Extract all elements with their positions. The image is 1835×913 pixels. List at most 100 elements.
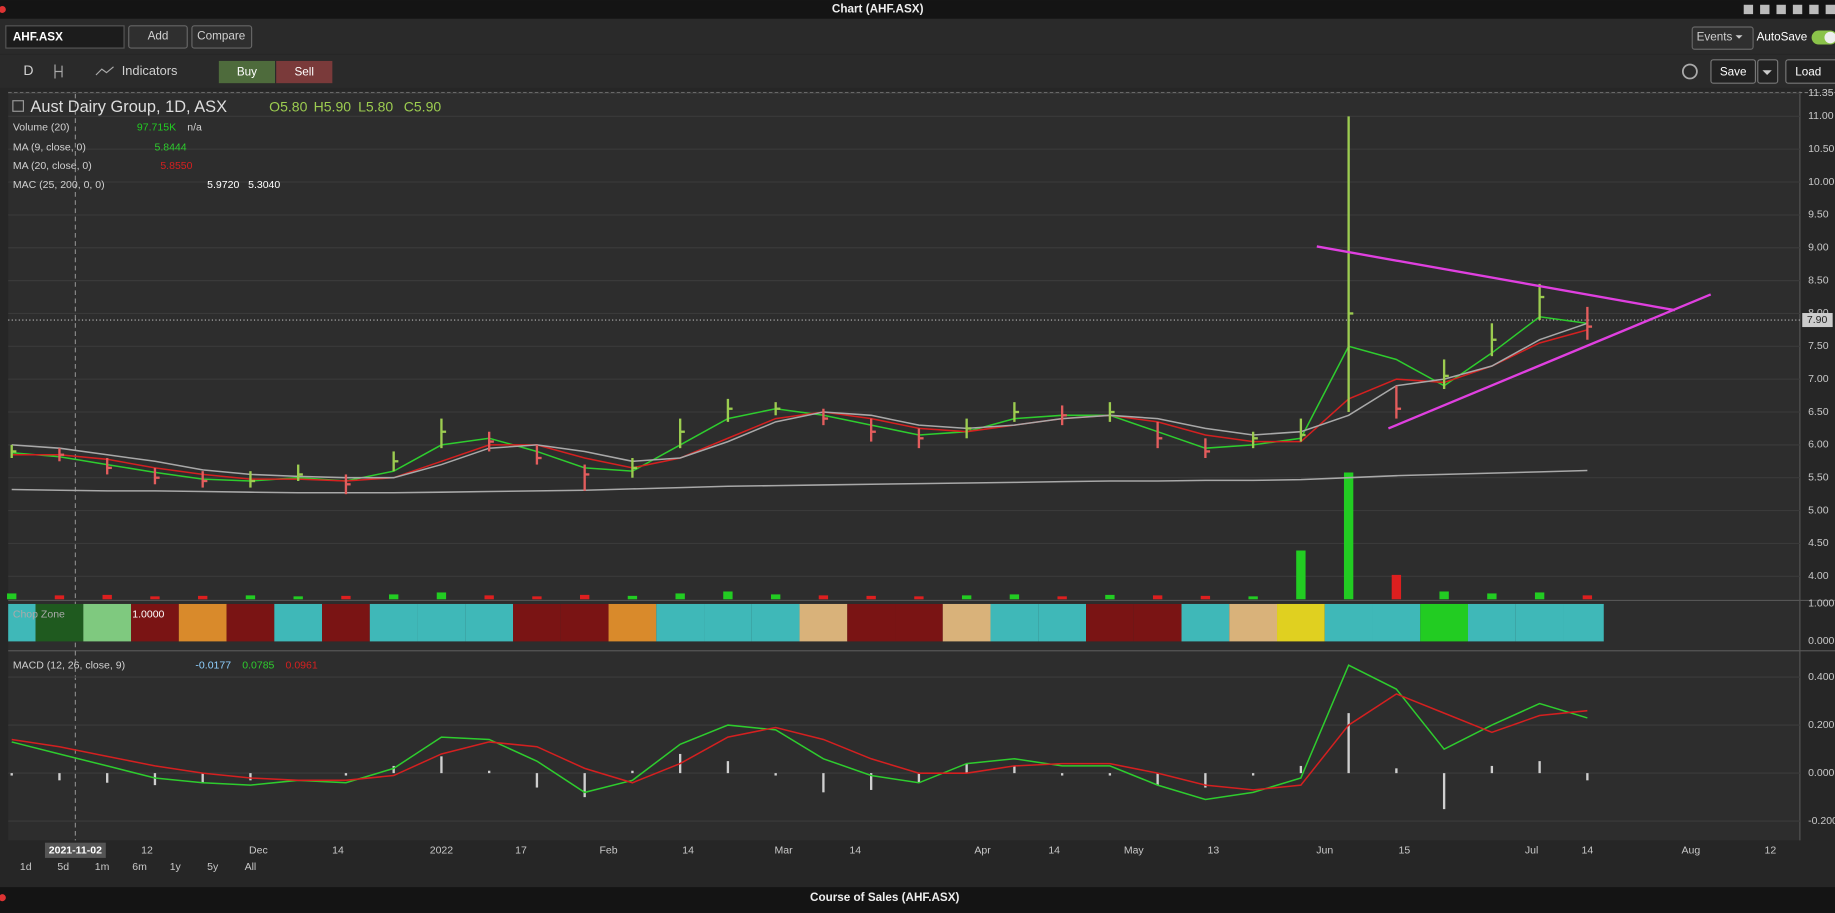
y-tick-label: 0.000 (1808, 767, 1834, 779)
chop-segment (83, 603, 132, 642)
volume-legend: Volume (20) (13, 121, 70, 133)
mac-legend: MAC (25, 200, 0, 0) (13, 179, 105, 191)
ma20-legend: MA (20, close, 0) (13, 160, 92, 172)
volume-bar (1391, 574, 1402, 600)
save-button[interactable] (1710, 59, 1757, 84)
save-label: Save (1720, 66, 1747, 79)
chop-segment (608, 603, 657, 642)
y-tick-label: 9.00 (1808, 242, 1829, 254)
volume-bar (1009, 594, 1020, 600)
symbol-text: AHF.ASX (13, 31, 63, 44)
instrument-title: Aust Dairy Group, 1D, ASX (30, 98, 227, 116)
x-tick-label: 12 (1765, 845, 1777, 857)
volume-bar (723, 591, 733, 600)
volume-bar (1152, 595, 1163, 600)
volume-bar (1439, 591, 1449, 600)
x-tick-label: 2021-11-02 (49, 845, 102, 857)
chop-segment (465, 603, 514, 642)
volume-bar (961, 595, 972, 600)
settings-icon[interactable] (1681, 63, 1698, 80)
ma-line (11, 322, 1588, 479)
mac-readout: 5.9720 (207, 179, 239, 191)
volume-bar (1534, 592, 1545, 600)
sell-label: Sell (295, 66, 314, 79)
chop-segment (1515, 603, 1564, 642)
indicators-button[interactable]: Indicators (122, 63, 178, 78)
sell-button[interactable] (276, 60, 333, 84)
volume-bar (389, 594, 399, 600)
range-button[interactable]: 5d (57, 861, 69, 873)
volume-bar (579, 594, 590, 600)
y-tick-label: 4.50 (1808, 537, 1829, 549)
range-button[interactable]: 1m (95, 861, 110, 873)
plot-area (8, 91, 1800, 841)
chop-segment (513, 603, 561, 642)
events-label: Events (1697, 31, 1733, 44)
x-tick-label: 14 (849, 845, 861, 857)
compare-label: Compare (197, 29, 245, 42)
y-tick-label: 6.50 (1808, 406, 1829, 418)
y-tick-label: 5.50 (1808, 472, 1829, 484)
volume-bar (198, 595, 208, 600)
load-button[interactable] (1785, 59, 1835, 84)
range-button[interactable]: 6m (132, 861, 147, 873)
y-tick-label: 0.400 (1808, 671, 1834, 683)
y-tick-label: 11.00 (1808, 110, 1834, 122)
volume-bar (1200, 595, 1211, 600)
symbol-input[interactable] (5, 25, 125, 49)
volume-bar (914, 596, 924, 600)
ohlc-close: C5.90 (404, 98, 442, 114)
chop-segment (178, 603, 227, 642)
x-tick-label: 17 (515, 845, 527, 857)
chop-segment (1181, 603, 1230, 642)
chop-segment (131, 603, 179, 642)
chop-segment (322, 603, 370, 642)
x-tick-label: 14 (332, 845, 344, 857)
chop-segment (1038, 603, 1087, 642)
chop-segment (226, 603, 275, 642)
y-tick-label: 11.35 (1808, 87, 1834, 99)
y-tick-label: 8.50 (1808, 274, 1829, 286)
last-price-label: 7.90 (1807, 314, 1828, 326)
ma-line (11, 469, 1588, 494)
macd-readout: 0.0961 (286, 660, 318, 672)
volume-bar (532, 596, 542, 600)
volume-bar (1343, 472, 1354, 600)
chop-segment (1468, 603, 1516, 642)
x-tick-label: Jul (1525, 845, 1538, 857)
buy-label: Buy (237, 66, 257, 79)
volume-bar (1296, 550, 1306, 600)
chop-segment (990, 603, 1039, 642)
events-button[interactable] (1691, 26, 1754, 50)
chop-segment (417, 603, 466, 642)
x-tick-label: 12 (141, 845, 153, 857)
compare-button[interactable] (191, 25, 253, 49)
add-button[interactable] (128, 25, 188, 49)
x-tick-label: 13 (1207, 845, 1219, 857)
y-tick-label: 5.00 (1808, 504, 1829, 516)
interval[interactable]: D (23, 62, 33, 78)
range-button[interactable]: 5y (207, 861, 219, 873)
volume-bar (770, 594, 781, 600)
volume-bar (1582, 595, 1593, 600)
last-price-bg (1802, 313, 1833, 328)
range-button[interactable]: 1d (20, 861, 32, 873)
volume-bar (1248, 596, 1258, 600)
chop-segment (704, 603, 752, 642)
x-tick-label: Feb (599, 845, 617, 857)
range-button[interactable]: All (245, 861, 257, 873)
volume-bar (675, 593, 685, 600)
ohlc-high: H5.90 (314, 98, 352, 114)
range-button[interactable]: 1y (170, 861, 182, 873)
chop-axis-label: 0.000 (1808, 635, 1834, 647)
volume-bar (1105, 594, 1115, 600)
ma-line (11, 329, 1588, 482)
x-tick-label: 14 (682, 845, 694, 857)
volume-bar (627, 595, 638, 600)
x-tick-label: Apr (974, 845, 991, 857)
x-tick-label: 2022 (430, 845, 454, 857)
chop-segment (656, 603, 705, 642)
chop-segment (560, 603, 609, 642)
buy-button[interactable] (218, 60, 276, 84)
x-tick-label: Jun (1316, 845, 1333, 857)
